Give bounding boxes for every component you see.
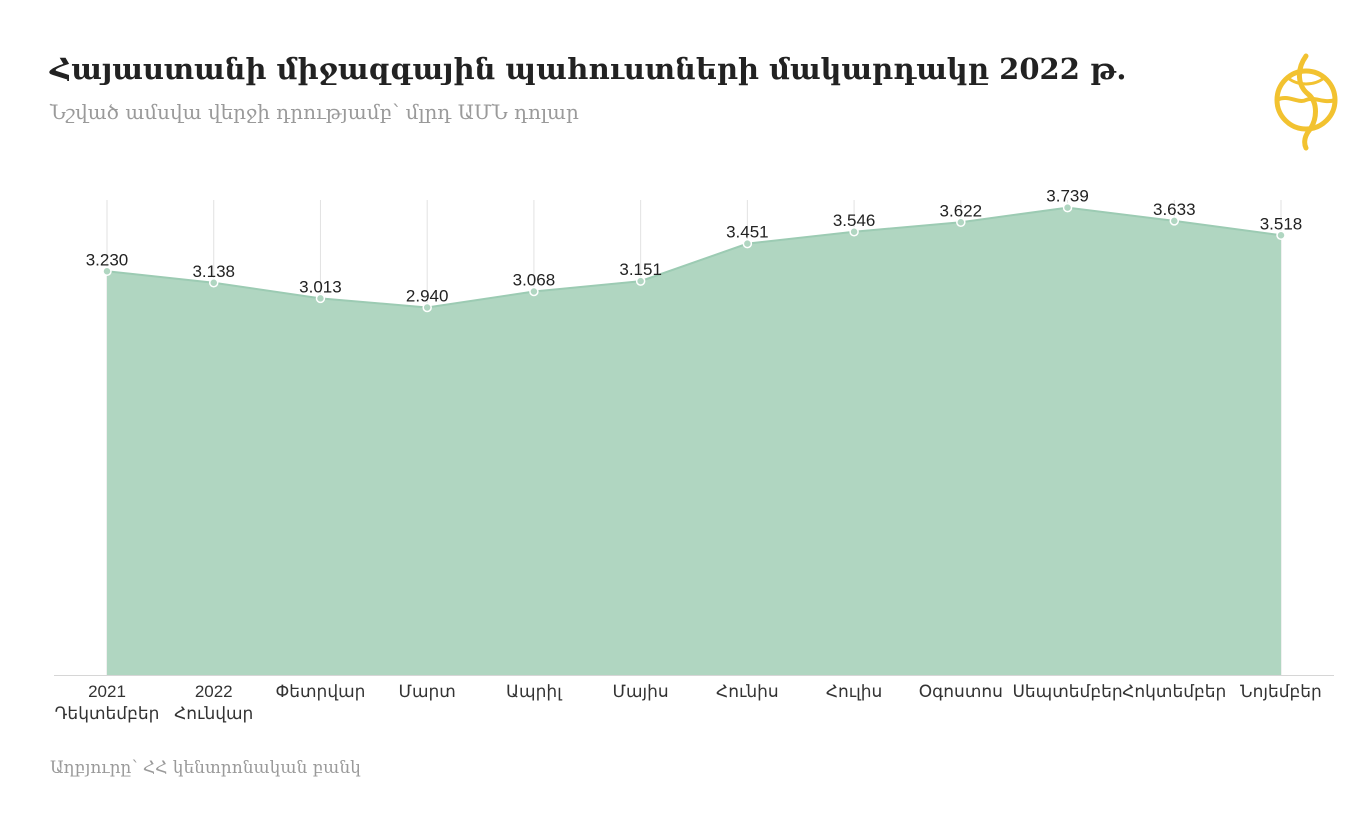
data-label: 3.739 <box>1046 187 1089 206</box>
data-point <box>1169 216 1180 226</box>
x-tick-label: Ապրիլ <box>506 682 563 701</box>
logo-arc <box>1286 76 1326 86</box>
data-point <box>849 227 859 237</box>
value-labels: 3.230 3.138 3.013 2.940 3.068 3.151 3.451 3.546… <box>86 187 1303 306</box>
x-tick-label: Հուլիս <box>826 682 883 701</box>
x-axis-tick-labels: 2021 Դեկտեմբեր 2022 Հունվար Փետրվար Մարտ Ապրիլ… <box>55 682 1322 723</box>
data-markers <box>102 202 1286 313</box>
data-label: 3.068 <box>513 271 556 290</box>
data-point <box>529 286 539 297</box>
data-point <box>1276 230 1286 240</box>
x-tick-label: Հունիս <box>716 682 779 701</box>
data-label: 3.230 <box>86 250 129 269</box>
data-label: 3.451 <box>726 223 769 242</box>
chart-title: Հայաստանի միջազգային պահուստների մակարդա… <box>50 52 1127 86</box>
data-point <box>315 293 326 304</box>
data-label: 3.013 <box>299 277 342 296</box>
x-tick-label: Մարտ <box>399 682 456 701</box>
data-label: 3.151 <box>619 260 662 279</box>
data-point <box>422 302 432 313</box>
logo-meridian <box>1297 53 1318 151</box>
x-tick-label: Հոկտեմբեր <box>1122 682 1226 701</box>
data-point <box>956 217 966 227</box>
series-line <box>106 206 1282 309</box>
area-series <box>107 207 1281 675</box>
data-label: 3.518 <box>1260 214 1303 233</box>
data-point <box>1062 202 1073 213</box>
data-label: 3.622 <box>940 201 983 220</box>
x-tick-label: Փետրվար <box>275 682 365 701</box>
source-note: Աղբյուրը՝ ՀՀ կենտրոնական բանկ <box>50 758 361 778</box>
x-tick-label: Նոյեմբեր <box>1240 682 1322 701</box>
data-point <box>742 238 753 249</box>
data-label: 3.633 <box>1153 200 1196 219</box>
x-tick-label: Մայիս <box>613 682 669 701</box>
x-tick-label: Օգոստոս <box>919 682 1003 701</box>
logo-equator <box>1275 96 1337 104</box>
chart-subtitle: Նշված ամսվա վերջի դրությամբ՝ մլրդ ԱՄՆ դո… <box>50 100 579 124</box>
data-label: 3.138 <box>192 262 235 281</box>
data-label: 3.546 <box>833 211 876 230</box>
x-tick-label: Սեպտեմբեր <box>1012 682 1122 701</box>
x-tick-label: 2022 Հունվար <box>174 682 253 723</box>
data-label: 2.940 <box>406 287 449 306</box>
data-point <box>102 266 112 276</box>
x-tick-label: 2021 Դեկտեմբեր <box>55 682 160 723</box>
data-point <box>208 278 219 288</box>
globe-logo-icon <box>1274 53 1338 151</box>
data-point <box>635 276 646 286</box>
